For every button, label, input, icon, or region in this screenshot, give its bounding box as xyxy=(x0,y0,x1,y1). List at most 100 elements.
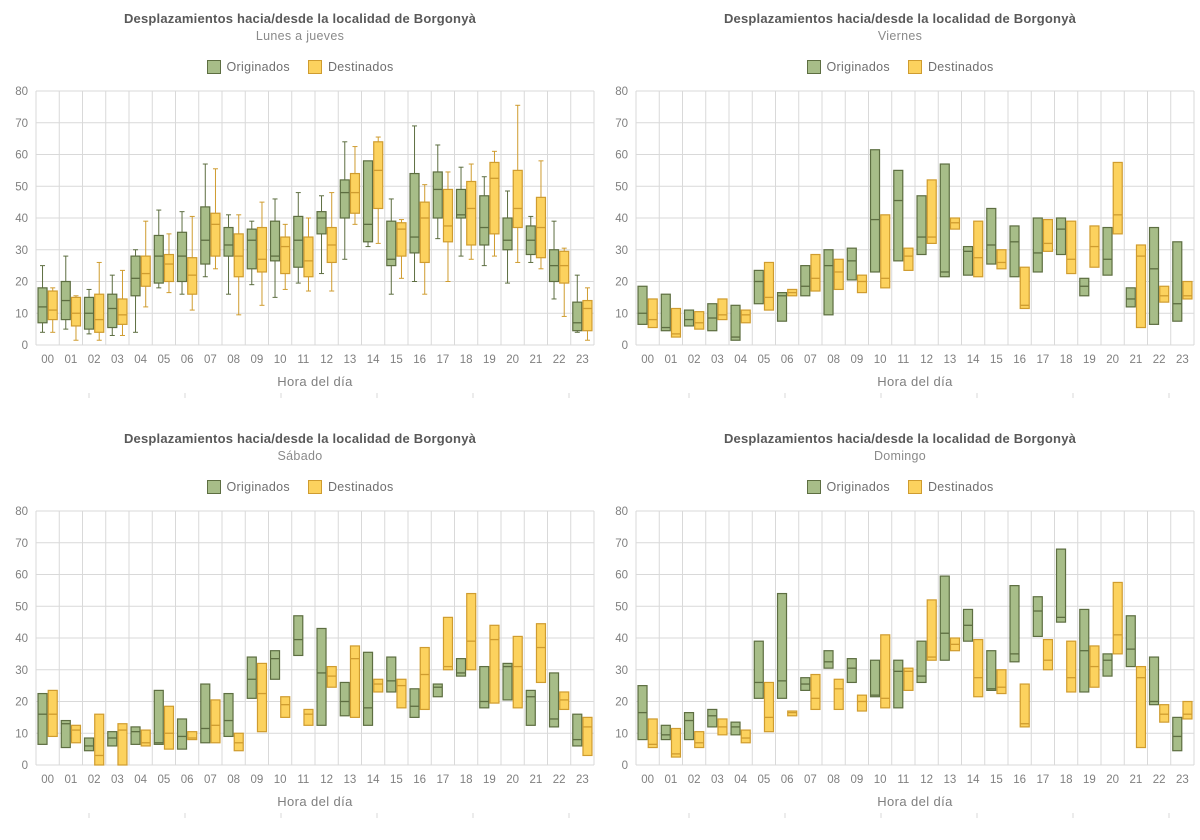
box-destinados-00 xyxy=(47,287,58,333)
box-originados-18 xyxy=(455,166,467,257)
box-destinados-03 xyxy=(717,718,728,736)
box-destinados-07 xyxy=(210,699,221,744)
chart-legend: Originados Destinados xyxy=(806,480,994,494)
box-destinados-17 xyxy=(442,616,454,671)
svg-text:12: 12 xyxy=(320,354,333,366)
chart-title: Desplazamientos hacia/desde la localidad… xyxy=(723,431,1077,446)
svg-text:22: 22 xyxy=(553,774,566,786)
box-destinados-12 xyxy=(926,599,937,661)
gridlines xyxy=(35,90,595,398)
svg-text:11: 11 xyxy=(897,774,909,786)
box-destinados-13 xyxy=(949,217,961,230)
box-destinados-21 xyxy=(535,623,547,684)
svg-text:12: 12 xyxy=(920,774,933,786)
box-destinados-16 xyxy=(1019,266,1030,310)
box-originados-18 xyxy=(1055,548,1067,623)
box-destinados-22 xyxy=(1159,285,1170,303)
box-originados-05 xyxy=(753,640,764,699)
svg-text:50: 50 xyxy=(615,181,628,193)
box-originados-12 xyxy=(316,195,327,275)
destinados-swatch-icon xyxy=(307,480,322,494)
svg-text:70: 70 xyxy=(15,118,28,130)
svg-text:21: 21 xyxy=(1129,774,1142,786)
box-originados-22 xyxy=(548,220,560,300)
box-destinados-08 xyxy=(233,732,244,752)
svg-text:06: 06 xyxy=(181,774,194,786)
box-originados-02 xyxy=(683,712,695,741)
x-axis-title: Hora del día xyxy=(277,374,353,389)
box-originados-22 xyxy=(1148,656,1160,706)
box-destinados-22 xyxy=(559,247,570,317)
box-destinados-13 xyxy=(349,146,361,225)
box-originados-00 xyxy=(637,685,648,741)
legend-item-originados: Originados xyxy=(206,60,290,74)
box-destinados-01 xyxy=(670,307,682,338)
box-destinados-23 xyxy=(1182,280,1193,300)
box-destinados-08 xyxy=(833,678,844,711)
box-originados-08 xyxy=(223,692,234,738)
box-originados-03 xyxy=(107,274,118,336)
box-originados-03 xyxy=(707,708,718,728)
box-originados-01 xyxy=(60,255,71,330)
box-destinados-04 xyxy=(740,309,751,324)
box-destinados-21 xyxy=(1135,665,1147,749)
box-destinados-00 xyxy=(47,689,58,738)
box-originados-09 xyxy=(846,247,857,281)
svg-text:80: 80 xyxy=(15,86,28,98)
svg-text:40: 40 xyxy=(15,213,28,225)
x-axis-title: Hora del día xyxy=(277,794,353,809)
svg-text:07: 07 xyxy=(204,354,217,366)
box-originados-21 xyxy=(525,215,536,263)
svg-text:20: 20 xyxy=(15,277,28,289)
destinados-swatch-icon xyxy=(907,480,922,494)
box-destinados-14 xyxy=(973,638,984,698)
chart-legend: Originados Destinados xyxy=(806,60,994,74)
box-destinados-16 xyxy=(419,184,430,295)
svg-text:21: 21 xyxy=(529,354,542,366)
svg-text:15: 15 xyxy=(990,354,1003,366)
svg-text:10: 10 xyxy=(15,728,28,740)
box-destinados-00 xyxy=(647,718,658,749)
svg-text:60: 60 xyxy=(15,150,28,162)
legend-item-destinados: Destinados xyxy=(307,480,394,494)
box-originados-17 xyxy=(432,144,443,240)
box-originados-03 xyxy=(107,731,118,747)
svg-text:18: 18 xyxy=(460,774,473,786)
legend-item-destinados: Destinados xyxy=(907,60,994,74)
svg-text:11: 11 xyxy=(297,774,309,786)
box-originados-13 xyxy=(939,575,950,661)
y-axis-tick-labels: 0 10 20 30 40 50 60 70 80 xyxy=(615,506,628,772)
originados-swatch-icon xyxy=(206,60,221,74)
svg-text:10: 10 xyxy=(274,354,287,366)
svg-text:08: 08 xyxy=(227,774,240,786)
chart-subtitle: Viernes xyxy=(877,29,923,43)
box-destinados-18 xyxy=(466,592,477,671)
svg-text:23: 23 xyxy=(576,354,589,366)
svg-text:10: 10 xyxy=(274,774,287,786)
panel-lunes-a-jueves: Desplazamientos hacia/desde la localidad… xyxy=(0,0,600,420)
legend-label: Destinados xyxy=(927,480,994,494)
svg-text:30: 30 xyxy=(615,665,628,677)
box-destinados-02 xyxy=(694,311,705,330)
box-originados-05 xyxy=(153,689,164,745)
box-originados-00 xyxy=(37,265,48,333)
box-originados-10 xyxy=(269,198,281,298)
box-destinados-15 xyxy=(996,249,1007,270)
svg-text:19: 19 xyxy=(483,354,496,366)
box-destinados-17 xyxy=(1042,218,1054,252)
box-originados-06 xyxy=(176,211,188,295)
svg-text:04: 04 xyxy=(734,774,747,786)
svg-text:80: 80 xyxy=(615,506,628,518)
svg-text:20: 20 xyxy=(615,697,628,709)
box-originados-13 xyxy=(339,141,350,260)
box-destinados-04 xyxy=(140,220,151,308)
box-originados-22 xyxy=(548,672,560,728)
svg-text:08: 08 xyxy=(827,774,840,786)
svg-text:10: 10 xyxy=(874,354,887,366)
legend-item-originados: Originados xyxy=(806,60,890,74)
svg-text:06: 06 xyxy=(181,354,194,366)
svg-text:16: 16 xyxy=(413,774,426,786)
box-destinados-12 xyxy=(326,665,337,688)
svg-text:19: 19 xyxy=(483,774,496,786)
box-originados-04 xyxy=(730,721,741,736)
